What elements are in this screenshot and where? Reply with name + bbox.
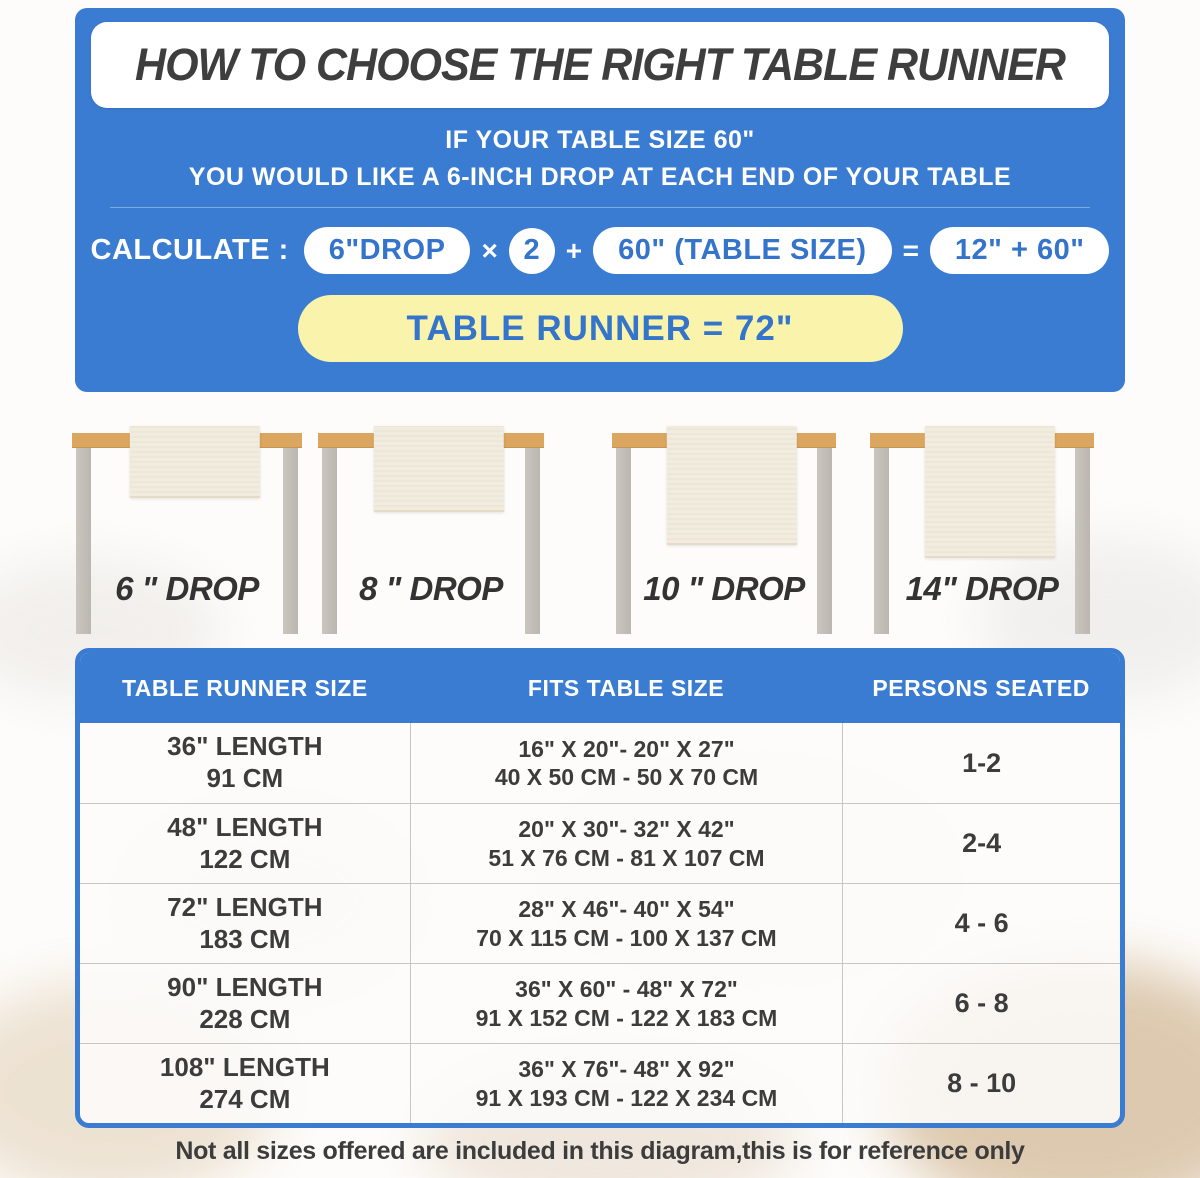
column-header-fits-table: FITS TABLE SIZE bbox=[527, 674, 725, 701]
fits-table-cell: 16" X 20"- 20" X 27" 40 X 50 CM - 50 X 7… bbox=[409, 723, 843, 803]
drop-figure-8in: 8 " DROP bbox=[318, 426, 544, 638]
column-header-runner-size: TABLE RUNNER SIZE bbox=[121, 674, 368, 701]
runner-size-cell: 108" LENGTH 274 CM bbox=[80, 1043, 410, 1123]
table-leg-illustration bbox=[817, 448, 832, 634]
drop-label: 8 " DROP bbox=[359, 570, 503, 607]
plus-operator: + bbox=[565, 234, 583, 266]
table-header-row: TABLE RUNNER SIZE FITS TABLE SIZE PERSON… bbox=[80, 653, 1120, 723]
table-leg-illustration bbox=[616, 448, 631, 634]
table-body: 36" LENGTH 91 CM 16" X 20"- 20" X 27" 40… bbox=[80, 723, 1120, 1123]
persons-cell: 6 - 8 bbox=[842, 963, 1120, 1043]
result-pill: TABLE RUNNER = 72" bbox=[297, 295, 903, 362]
table-leg-illustration bbox=[322, 448, 337, 634]
table-row: 48" LENGTH 122 CM 20" X 30"- 32" X 42" 5… bbox=[80, 803, 1120, 883]
fits-table-cell: 36" X 60" - 48" X 72" 91 X 152 CM - 122 … bbox=[409, 963, 843, 1043]
divider-line bbox=[110, 207, 1090, 208]
table-row: 72" LENGTH 183 CM 28" X 46"- 40" X 54" 7… bbox=[80, 883, 1120, 963]
drop-value-pill: 6"DROP bbox=[303, 227, 471, 274]
runner-illustration bbox=[373, 426, 504, 512]
fits-table-cell: 36" X 76"- 48" X 92" 91 X 193 CM - 122 X… bbox=[409, 1043, 843, 1123]
footnote: Not all sizes offered are included in th… bbox=[175, 1137, 1025, 1165]
drop-figure-6in: 6 " DROP bbox=[72, 426, 302, 638]
runner-size-cell: 48" LENGTH 122 CM bbox=[80, 803, 410, 883]
runner-illustration bbox=[924, 426, 1055, 558]
persons-cell: 8 - 10 bbox=[842, 1043, 1120, 1123]
runner-size-cell: 90" LENGTH 228 CM bbox=[80, 963, 410, 1043]
table-row: 108" LENGTH 274 CM 36" X 76"- 48" X 92" … bbox=[80, 1043, 1120, 1123]
subtitle-line-1: IF YOUR TABLE SIZE 60" bbox=[445, 126, 755, 154]
runner-size-cell: 72" LENGTH 183 CM bbox=[80, 883, 410, 963]
drop-figure-10in: 10 " DROP bbox=[612, 426, 836, 638]
table-leg-illustration bbox=[283, 448, 298, 634]
drop-label: 14" DROP bbox=[905, 570, 1059, 607]
subtitle-line-2: YOU WOULD LIKE A 6-INCH DROP AT EACH END… bbox=[188, 163, 1012, 191]
table-row: 90" LENGTH 228 CM 36" X 60" - 48" X 72" … bbox=[80, 963, 1120, 1043]
drop-figure-14in: 14" DROP bbox=[870, 426, 1094, 638]
calculate-label: CALCULATE : bbox=[90, 234, 289, 266]
table-row: 36" LENGTH 91 CM 16" X 20"- 20" X 27" 40… bbox=[80, 723, 1120, 803]
page-title: HOW TO CHOOSE THE RIGHT TABLE RUNNER bbox=[135, 39, 1066, 90]
persons-cell: 2-4 bbox=[842, 803, 1120, 883]
table-leg-illustration bbox=[76, 448, 91, 634]
table-leg-illustration bbox=[874, 448, 889, 634]
multiply-operator: × bbox=[481, 234, 498, 266]
table-size-pill: 60" (TABLE SIZE) bbox=[593, 227, 892, 274]
sum-pill: 12" + 60" bbox=[929, 227, 1110, 274]
column-header-persons: PERSONS SEATED bbox=[872, 674, 1090, 701]
runner-size-cell: 36" LENGTH 91 CM bbox=[167, 731, 323, 793]
drop-label: 6 " DROP bbox=[115, 570, 259, 607]
size-reference-table: TABLE RUNNER SIZE FITS TABLE SIZE PERSON… bbox=[75, 648, 1125, 1128]
drop-label: 10 " DROP bbox=[643, 570, 805, 607]
fits-table-cell: 20" X 30"- 32" X 42" 51 X 76 CM - 81 X 1… bbox=[409, 803, 843, 883]
fits-table-cell: 28" X 46"- 40" X 54" 70 X 115 CM - 100 X… bbox=[409, 883, 843, 963]
title-bar: HOW TO CHOOSE THE RIGHT TABLE RUNNER bbox=[91, 22, 1109, 108]
table-leg-illustration bbox=[525, 448, 540, 634]
calculation-row: CALCULATE : 6"DROP × 2 + 60" (TABLE SIZE… bbox=[91, 227, 1110, 274]
equals-operator: = bbox=[902, 234, 919, 266]
table-leg-illustration bbox=[1075, 448, 1090, 634]
multiplier-pill: 2 bbox=[508, 227, 555, 274]
persons-cell: 4 - 6 bbox=[842, 883, 1120, 963]
runner-illustration bbox=[129, 426, 260, 498]
persons-cell: 1-2 bbox=[842, 723, 1120, 803]
hero-panel: HOW TO CHOOSE THE RIGHT TABLE RUNNER IF … bbox=[75, 8, 1125, 392]
runner-illustration bbox=[666, 426, 797, 545]
